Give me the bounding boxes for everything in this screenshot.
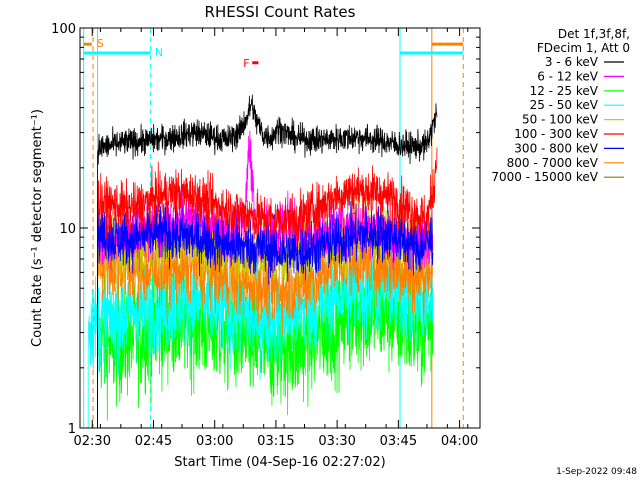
x-tick-label-04-00: 04:00 — [441, 434, 478, 449]
x-tick-label-03-45: 03:45 — [380, 434, 417, 449]
legend-label-300-800-kev: 300 - 800 keV — [514, 141, 598, 155]
annotation-s: S — [97, 37, 104, 50]
series-100-300-kev — [97, 147, 438, 428]
annotation-n: N — [155, 46, 163, 59]
axis-ticks: 02:30 02:45 03:00 03:15 03:30 03:45 04:00 1 10 10… — [51, 22, 480, 449]
series-layer — [87, 94, 438, 428]
x-axis-label: Start Time (04-Sep-16 02:27:02) — [174, 455, 385, 470]
legend-header-line-2: FDecim 1, Att 0 — [537, 41, 630, 55]
legend-label-800-7000-kev: 800 - 7000 keV — [507, 156, 599, 170]
x-tick-label-02-30: 02:30 — [74, 434, 111, 449]
date-stamp: 1-Sep-2022 09:48 — [556, 467, 637, 477]
legend-header-line-1: Det 1f,3f,8f, — [558, 27, 630, 41]
x-tick-label-03-15: 03:15 — [257, 434, 294, 449]
y-tick-label-1: 1 — [68, 422, 76, 437]
legend-label-25-50-kev: 25 - 50 keV — [530, 98, 599, 112]
legend-label-50-100-kev: 50 - 100 keV — [522, 113, 599, 127]
legend-label-3-6-kev: 3 - 6 keV — [545, 55, 599, 69]
legend: Det 1f,3f,8f, FDecim 1, Att 0 3 - 6 keV6… — [491, 27, 630, 184]
state-bars — [83, 42, 464, 65]
x-tick-label-03-00: 03:00 — [196, 434, 233, 449]
series-300-800-kev — [97, 196, 434, 428]
y-tick-label-10: 10 — [59, 222, 76, 237]
legend-label-12-25-kev: 12 - 25 keV — [530, 84, 599, 98]
legend-label-6-12-kev: 6 - 12 keV — [537, 69, 599, 83]
annotations: S N F — [97, 37, 250, 70]
annotation-f: F — [243, 57, 249, 70]
series-3-6-kev — [97, 94, 438, 428]
x-tick-label-02-45: 02:45 — [135, 434, 172, 449]
legend-label-7000-15000-kev: 7000 - 15000 keV — [491, 170, 598, 184]
chart-title: RHESSI Count Rates — [205, 3, 356, 21]
x-tick-label-03-30: 03:30 — [318, 434, 355, 449]
legend-label-100-300-kev: 100 - 300 keV — [514, 127, 598, 141]
series-25-50-kev — [87, 231, 434, 428]
y-axis-label: Count Rate (s⁻¹ detector segment⁻¹) — [30, 109, 45, 347]
y-tick-label-100: 100 — [51, 22, 76, 37]
